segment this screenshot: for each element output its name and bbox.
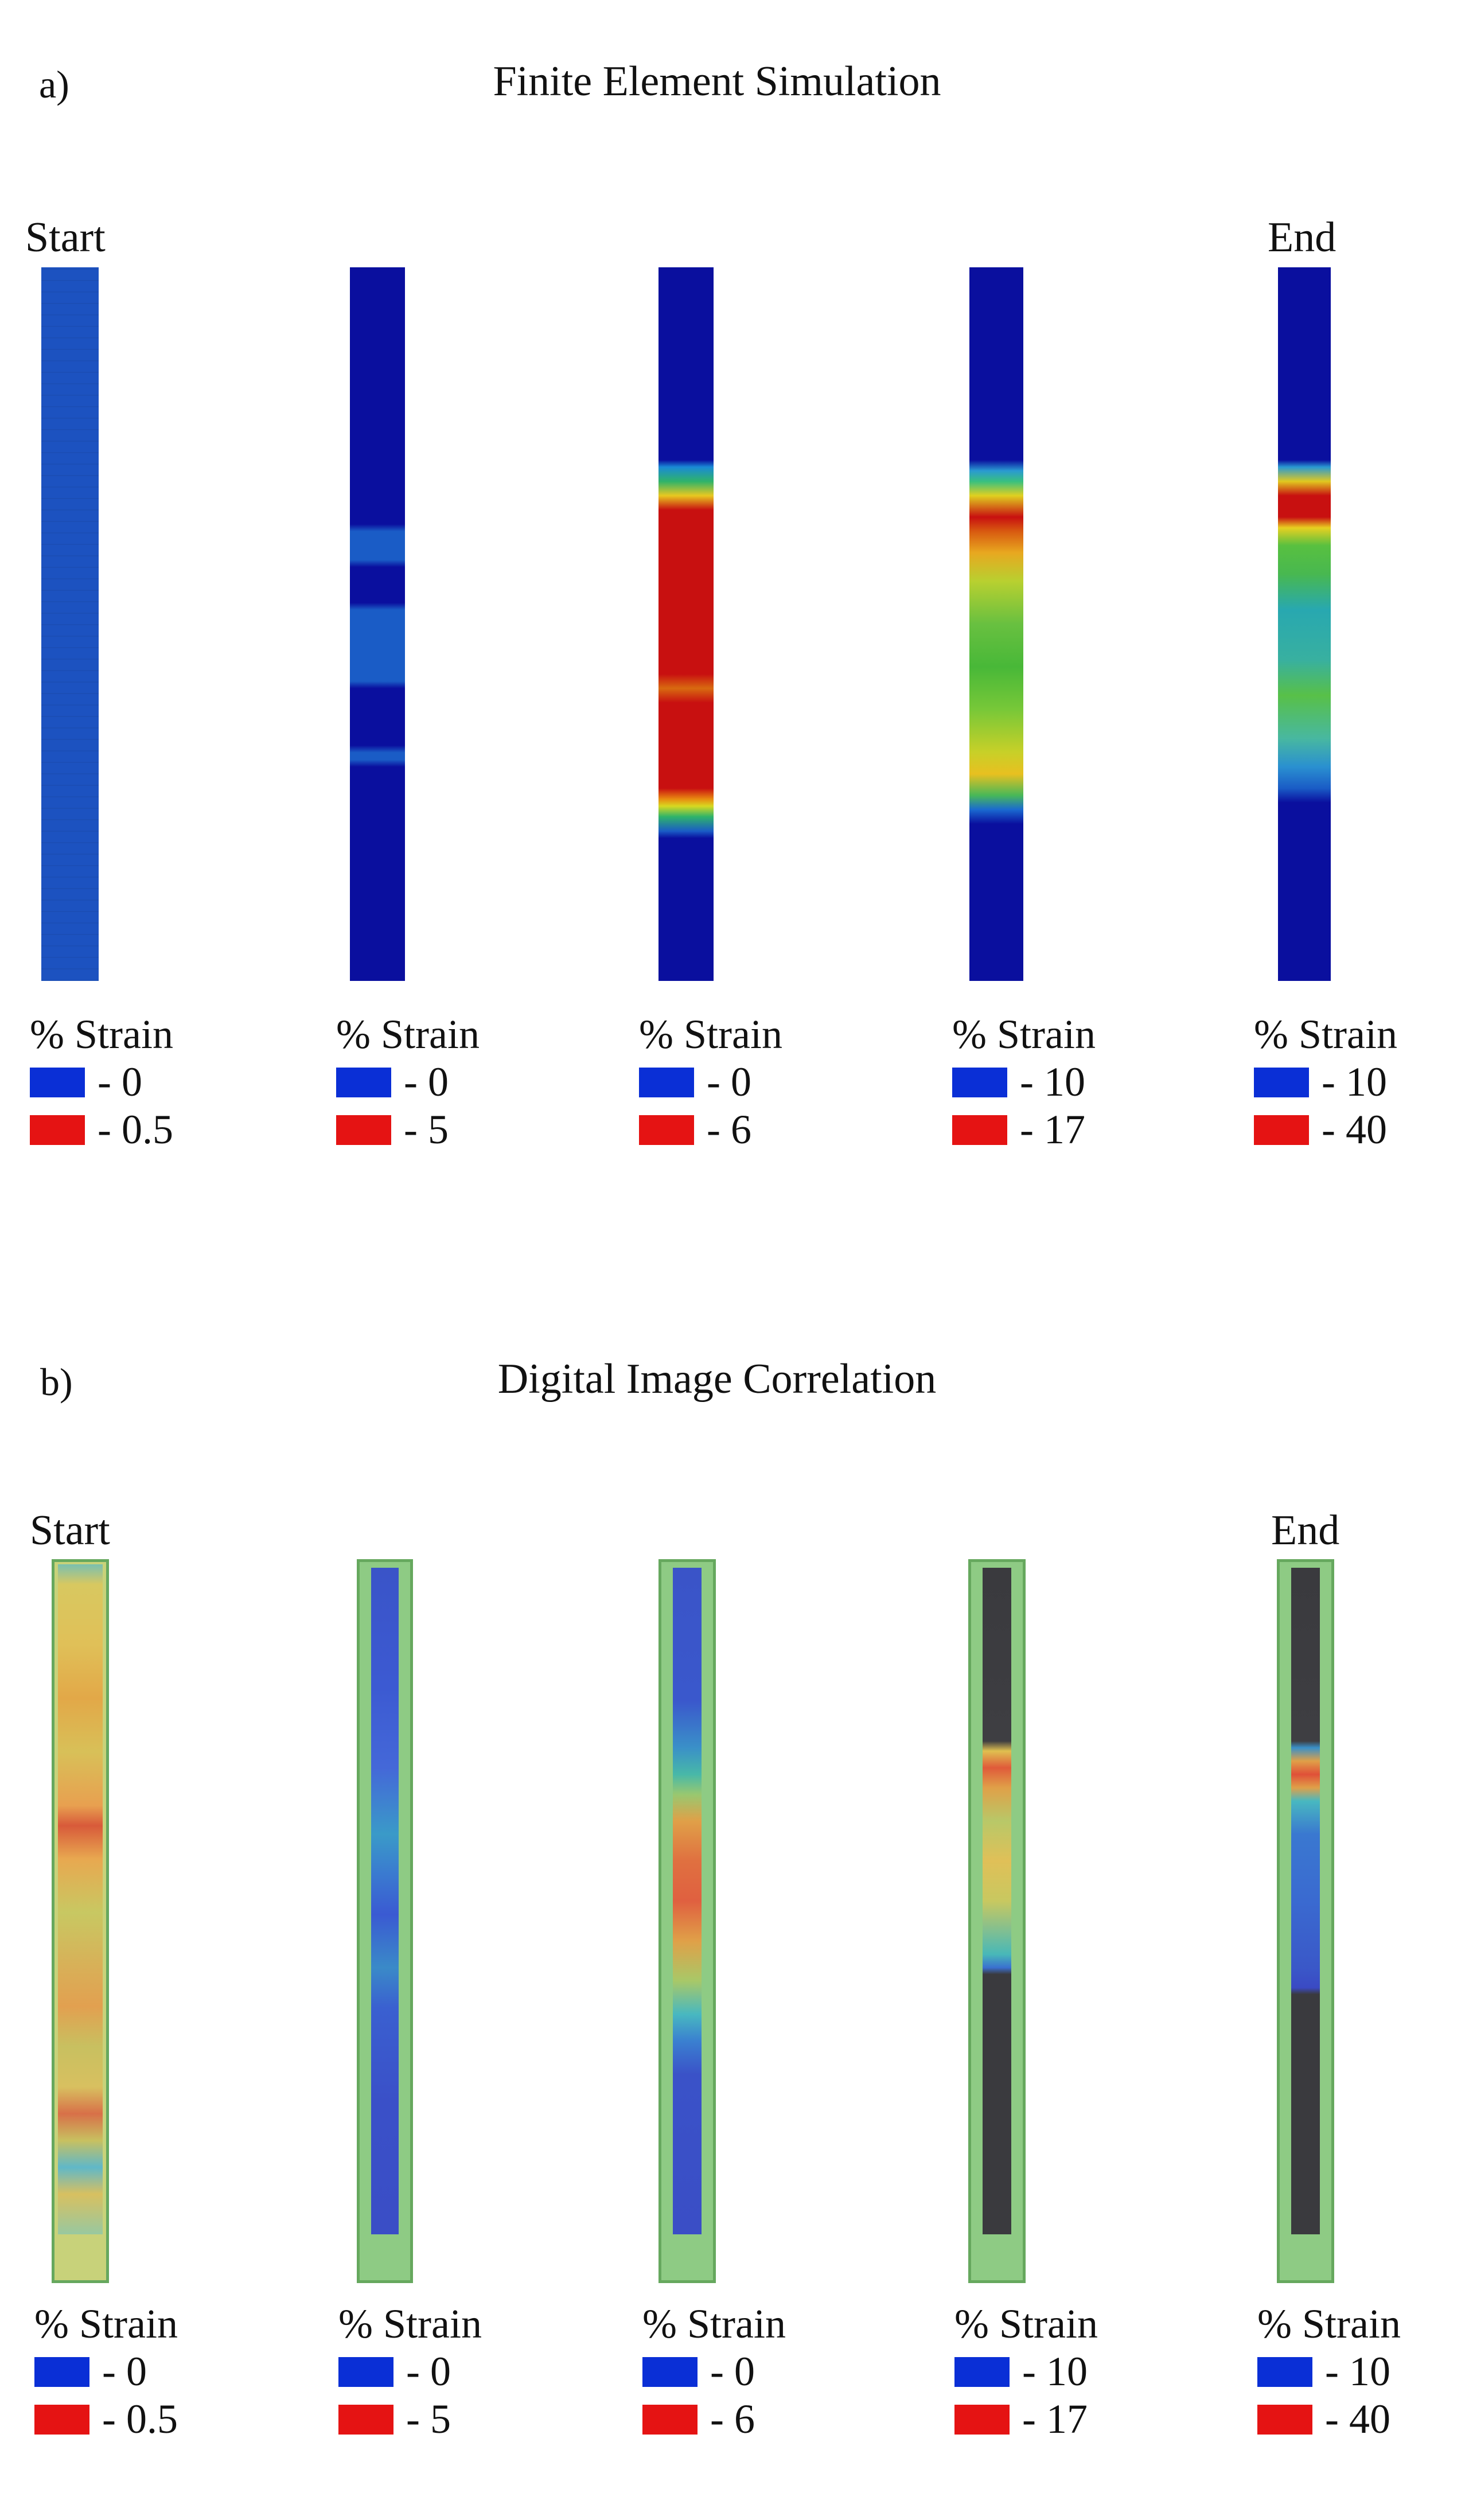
low-swatch (338, 2357, 393, 2387)
panel-b-legend-1: % Strain - 0 - 0.5 (34, 2300, 178, 2443)
panel-a-end-label: End (1268, 214, 1336, 261)
legend-title: % Strain (34, 2301, 178, 2347)
legend-high-value: - 17 (1020, 1107, 1085, 1152)
panel-a-legend-5: % Strain - 10 - 40 (1254, 1011, 1397, 1154)
panel-b-title: Digital Image Correlation (497, 1356, 937, 1403)
legend-high-value: - 40 (1325, 2396, 1390, 2442)
legend-high-value: - 5 (406, 2396, 451, 2442)
legend-title: % Strain (954, 2301, 1098, 2347)
high-swatch (34, 2404, 89, 2435)
legend-title: % Strain (1254, 1011, 1397, 1057)
panel-b-legend-3: % Strain - 0 - 6 (642, 2300, 786, 2443)
panel-b-letter: b) (40, 1360, 73, 1404)
dic-field (983, 1568, 1011, 2234)
high-swatch (338, 2404, 393, 2435)
high-swatch (639, 1115, 694, 1145)
low-swatch (954, 2357, 1010, 2387)
legend-title: % Strain (1257, 2301, 1401, 2347)
low-swatch (1257, 2357, 1312, 2387)
legend-high-value: - 0.5 (98, 1107, 173, 1152)
panel-a-letter: a) (39, 63, 69, 106)
dic-strain-strip-2 (357, 1559, 413, 2283)
panel-a-legend-1: % Strain - 0 - 0.5 (30, 1011, 173, 1154)
legend-high-value: - 0.5 (102, 2396, 178, 2442)
panel-a-legend-2: % Strain - 0 - 5 (336, 1011, 480, 1154)
dic-field (371, 1568, 399, 2234)
high-swatch (954, 2404, 1010, 2435)
panel-a-title: Finite Element Simulation (493, 58, 941, 105)
legend-low-value: - 0 (707, 1059, 751, 1105)
legend-title: % Strain (30, 1011, 173, 1057)
low-swatch (34, 2357, 89, 2387)
legend-low-value: - 10 (1325, 2348, 1390, 2394)
low-swatch (336, 1067, 391, 1097)
low-swatch (1254, 1067, 1309, 1097)
low-swatch (30, 1067, 85, 1097)
panel-b-legend-5: % Strain - 10 - 40 (1257, 2300, 1401, 2443)
high-swatch (1257, 2404, 1312, 2435)
high-swatch (336, 1115, 391, 1145)
high-swatch (642, 2404, 698, 2435)
legend-title: % Strain (338, 2301, 482, 2347)
legend-low-value: - 0 (102, 2348, 147, 2394)
legend-title: % Strain (642, 2301, 786, 2347)
legend-low-value: - 10 (1322, 1059, 1387, 1105)
legend-title: % Strain (336, 1011, 480, 1057)
fe-strain-strip-4 (969, 267, 1023, 981)
panel-a-start-label: Start (25, 214, 106, 261)
legend-high-value: - 17 (1022, 2396, 1088, 2442)
legend-title: % Strain (952, 1011, 1096, 1057)
legend-low-value: - 10 (1020, 1059, 1085, 1105)
fe-strain-strip-1 (41, 267, 99, 981)
dic-field (1291, 1568, 1320, 2234)
panel-a-legend-3: % Strain - 0 - 6 (639, 1011, 782, 1154)
low-swatch (642, 2357, 698, 2387)
legend-high-value: - 40 (1322, 1107, 1387, 1152)
high-swatch (30, 1115, 85, 1145)
panel-b-legend-2: % Strain - 0 - 5 (338, 2300, 482, 2443)
panel-b-legend-4: % Strain - 10 - 17 (954, 2300, 1098, 2443)
dic-strain-strip-4 (968, 1559, 1026, 2283)
legend-low-value: - 0 (710, 2348, 755, 2394)
legend-high-value: - 6 (710, 2396, 755, 2442)
high-swatch (952, 1115, 1007, 1145)
legend-low-value: - 10 (1022, 2348, 1088, 2394)
dic-strain-strip-5 (1277, 1559, 1334, 2283)
low-swatch (639, 1067, 694, 1097)
legend-low-value: - 0 (406, 2348, 451, 2394)
dic-field (673, 1568, 702, 2234)
panel-b-end-label: End (1271, 1507, 1340, 1554)
dic-field (58, 1564, 103, 2234)
high-swatch (1254, 1115, 1309, 1145)
panel-b-start-label: Start (30, 1507, 110, 1554)
dic-strain-strip-1 (52, 1559, 109, 2283)
legend-low-value: - 0 (98, 1059, 142, 1105)
fe-strain-strip-2 (350, 267, 405, 981)
legend-high-value: - 5 (404, 1107, 449, 1152)
low-swatch (952, 1067, 1007, 1097)
fe-strain-strip-3 (658, 267, 714, 981)
legend-high-value: - 6 (707, 1107, 751, 1152)
legend-low-value: - 0 (404, 1059, 449, 1105)
panel-a-legend-4: % Strain - 10 - 17 (952, 1011, 1096, 1154)
dic-strain-strip-3 (658, 1559, 716, 2283)
legend-title: % Strain (639, 1011, 782, 1057)
fe-strain-strip-5 (1278, 267, 1331, 981)
